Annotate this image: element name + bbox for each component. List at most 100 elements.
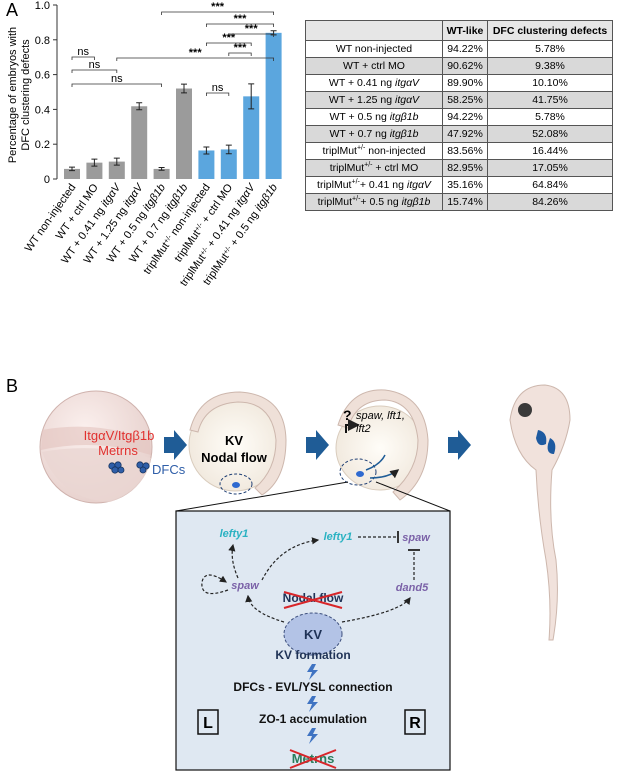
gene-label: spaw	[402, 532, 431, 544]
table-row: WT non-injected 94.22% 5.78%	[305, 40, 613, 58]
significance-bracket	[161, 11, 274, 15]
step-label: DFCs - EVL/YSL connection	[233, 680, 392, 694]
row-label: WT + 0.41 ng itgαV	[305, 74, 443, 92]
text-run: +/-	[356, 144, 366, 152]
text-run: +/-	[351, 178, 360, 186]
row-label: WT + 1.25 ng itgαV	[305, 91, 443, 109]
side-box	[197, 709, 219, 735]
text-run: triplMut	[329, 162, 365, 174]
table-cell: 9.38%	[487, 57, 613, 75]
text-run: itgβ1b	[253, 182, 280, 214]
significance-label: ns	[77, 46, 89, 58]
bar	[243, 96, 260, 179]
significance-bracket	[228, 52, 252, 56]
error-bar	[69, 166, 75, 172]
row-label: WT + 0.5 ng itgβ1b	[305, 108, 443, 126]
bar	[176, 88, 192, 179]
larva-eye	[518, 403, 532, 417]
gene-label: spaw	[231, 580, 260, 592]
bar	[153, 168, 170, 179]
bar	[198, 150, 215, 179]
larva-organ	[536, 430, 556, 454]
error-bar	[113, 157, 120, 166]
y-tick-label: 0.8	[35, 35, 50, 47]
kv-outline	[219, 473, 253, 495]
embryo-stage-3: ? spaw, lft1, lft2	[335, 389, 429, 501]
table-cell: 5.78%	[487, 108, 613, 126]
gene-label: lefty1	[324, 531, 353, 543]
text-run: WT + 0.41 ng	[328, 77, 395, 89]
panel-label: A	[6, 0, 18, 20]
table-row: WT + 1.25 ng itgαV 58.25% 41.75%	[305, 91, 613, 109]
embryo-shading	[42, 448, 151, 502]
kv-outline	[339, 458, 377, 486]
gene-label: dand5	[396, 582, 429, 594]
y-tick-label: 0	[44, 174, 50, 186]
error-bar	[158, 167, 165, 171]
y-tick-label: 0.6	[35, 70, 50, 82]
embryo-stage-1: ItgαV/Itgβ1b Metrns DFCs	[39, 390, 186, 504]
bar	[220, 149, 237, 179]
column-header: WT-like	[441, 20, 489, 41]
row-label: triplMut+/- non-injected	[305, 142, 443, 160]
text-run: +/-	[162, 233, 173, 244]
text-run: itgαV	[406, 179, 431, 191]
kv	[232, 482, 240, 488]
significance-label: ***	[234, 13, 248, 25]
bar	[108, 161, 125, 179]
label-kv: KV	[225, 433, 243, 448]
row-label: WT non-injected	[305, 40, 443, 58]
label-genes: lft2	[356, 423, 371, 435]
panel-label: B	[6, 376, 18, 396]
side-label: R	[409, 715, 421, 732]
text-run: non-injected	[365, 145, 426, 157]
text-run: + 0.41 ng	[359, 179, 407, 191]
text-run: triplMut	[317, 179, 352, 191]
dfc-cells	[108, 461, 150, 474]
table-cell: 94.22%	[441, 108, 489, 126]
table-row: WT + ctrl MO 90.62% 9.38%	[305, 57, 613, 75]
y-tick-label: 0.2	[35, 139, 50, 151]
y-tick-label: 0.4	[35, 104, 50, 116]
text-run: itgαV	[394, 94, 420, 106]
table-cell: 90.62%	[441, 57, 489, 75]
results-table: WT-like DFC clustering defects WT non-inje…	[305, 20, 613, 211]
stage-arrow	[164, 430, 187, 460]
significance-bracket	[71, 83, 162, 87]
row-label: triplMut+/- + ctrl MO	[305, 159, 443, 177]
zoom-line	[175, 481, 451, 512]
bolt	[307, 728, 318, 744]
significance-bracket	[206, 42, 252, 46]
table-cell: 89.90%	[441, 74, 489, 92]
text-run: WT + 1.25 ng	[328, 94, 395, 106]
bolt	[307, 696, 318, 712]
kv	[283, 612, 343, 656]
bolt	[307, 664, 318, 680]
row-label: triplMut+/-+ 0.5 ng itgβ1b	[305, 193, 443, 211]
significance-label: ns	[111, 73, 123, 85]
label-nodal-flow: Nodal flow	[283, 591, 344, 605]
step-label: ZO-1 accumulation	[259, 712, 367, 726]
bar	[64, 168, 80, 179]
text-run: WT + 0.7 ng	[329, 128, 390, 140]
text-run: + ctrl MO	[372, 162, 419, 174]
y-axis-label: DFC clustering defects	[20, 39, 32, 151]
table-corner	[305, 20, 443, 41]
table-cell: 10.10%	[487, 74, 613, 92]
label-nodal-flow: Nodal flow	[201, 450, 268, 465]
label-integrins: ItgαV/Itgβ1b	[84, 428, 155, 443]
step-label: KV formation	[275, 648, 350, 662]
error-bar	[248, 83, 255, 110]
column-header: DFC clustering defects	[487, 20, 613, 41]
row-label: WT + ctrl MO	[305, 57, 443, 75]
embryo-shading	[41, 426, 151, 455]
significance-label: ***	[211, 1, 225, 13]
table-cell: 58.25%	[441, 91, 489, 109]
significance-label: ***	[222, 32, 236, 44]
error-bar	[181, 83, 187, 94]
text-run: +/-	[222, 244, 233, 255]
text-run: +/-	[352, 195, 361, 203]
text-run: triplMut	[201, 251, 232, 287]
table-row: triplMut+/- non-injected 83.56% 16.44%	[305, 142, 613, 160]
text-run: +/-	[194, 221, 205, 232]
